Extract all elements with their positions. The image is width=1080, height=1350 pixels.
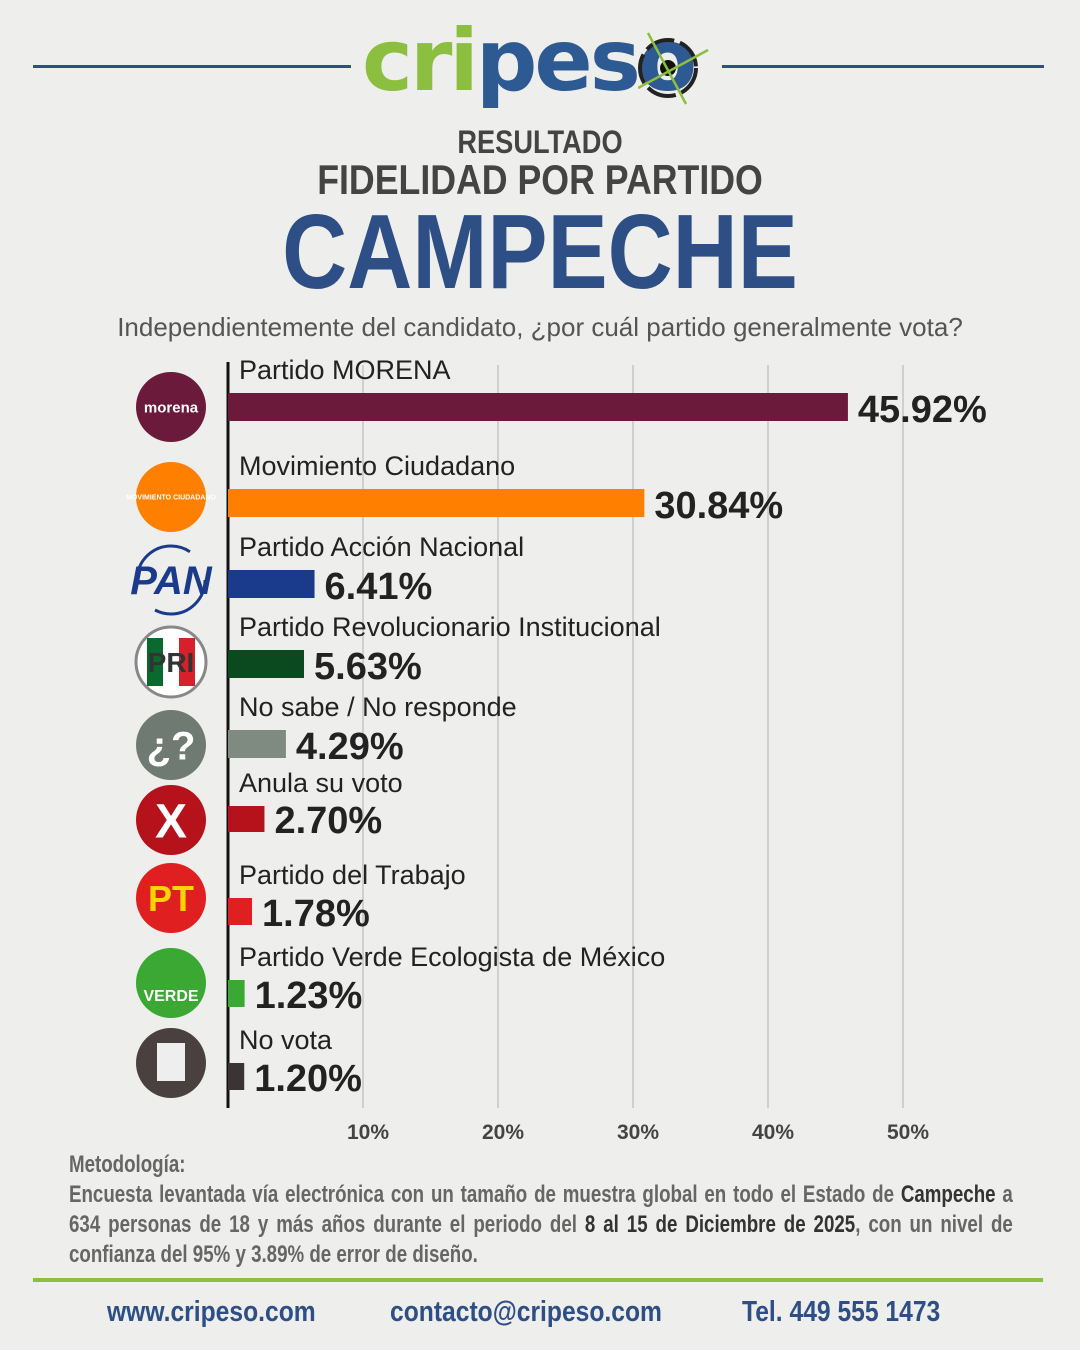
value-label: 1.20% [254,1058,362,1100]
svg-text:morena: morena [144,399,199,416]
bar-chart: 10% 20% 30% 40% 50% Partido MORENA 45.92% moren… [126,355,987,1144]
x-icon: X [136,785,206,855]
website-link[interactable]: www.cripeso.com [107,1296,316,1328]
svg-text:VERDE: VERDE [143,988,198,1005]
header-rule-left [33,65,351,68]
value-label: 5.63% [314,646,422,688]
ballot-icon [136,1028,206,1098]
value-label: 45.92% [858,389,987,431]
category-label: Partido Acción Nacional [239,532,524,562]
email-link[interactable]: contacto@cripeso.com [390,1296,662,1328]
category-label: No sabe / No responde [239,692,517,722]
svg-text:PT: PT [148,878,194,919]
value-label: 6.41% [325,566,433,608]
morena-logo-icon: morena [136,372,206,442]
bar [228,806,265,832]
bar [228,1063,245,1090]
pt-logo-icon: PT [136,863,206,933]
category-label: No vota [239,1025,333,1055]
bar [228,730,286,758]
category-label: Partido Verde Ecologista de México [239,942,665,972]
pan-logo-icon: PAN [130,544,213,616]
svg-text:¿?: ¿? [147,724,196,768]
header-line2: FIDELIDAD POR PARTIDO [317,156,763,203]
survey-question: Independientemente del candidato, ¿por c… [117,312,963,342]
methodology-title: Metodología: [69,1151,186,1178]
x-tick-label: 40% [752,1121,794,1144]
target-logo-icon [638,32,709,105]
x-tick-label: 30% [617,1121,659,1144]
phone-number: Tel. 449 555 1473 [742,1296,941,1328]
svg-text:MOVIMIENTO CIUDADANO: MOVIMIENTO CIUDADANO [126,495,216,502]
header-rule-right [722,65,1044,68]
methodology-text: Encuesta levantada vía electrónica con u… [69,1181,1013,1268]
category-label: Partido Revolucionario Institucional [239,612,661,642]
value-label: 30.84% [654,485,783,527]
footer-rule [33,1278,1043,1282]
svg-text:X: X [155,795,187,848]
question-icon: ¿? [136,710,206,780]
value-label: 4.29% [296,726,404,768]
x-tick-label: 20% [482,1121,524,1144]
category-label: Anula su voto [239,768,403,798]
value-label: 1.78% [262,893,370,935]
svg-text:PRI: PRI [148,647,195,678]
bar [228,980,245,1007]
bar [228,650,305,678]
category-label: Partido MORENA [239,355,451,385]
x-tick-label: 10% [347,1121,389,1144]
bar [228,393,848,421]
mc-logo-icon: MOVIMIENTO CIUDADANO [126,462,216,532]
methodology: Metodología: Encuesta levantada vía elec… [69,1150,1013,1270]
value-label: 1.23% [255,975,363,1017]
category-label: Partido del Trabajo [239,860,466,890]
x-tick-label: 50% [887,1121,929,1144]
bar [228,570,315,598]
header-line1: RESULTADO [457,124,623,160]
value-label: 2.70% [274,800,382,842]
svg-text:PAN: PAN [130,559,213,603]
bar [228,489,645,517]
category-label: Movimiento Ciudadano [239,451,515,481]
state-title: CAMPECHE [282,193,798,311]
cripeso-logo: cripeso [362,11,697,111]
pri-logo-icon: PRI [134,625,208,699]
verde-logo-icon: VERDE [136,948,206,1018]
bar [228,898,253,925]
